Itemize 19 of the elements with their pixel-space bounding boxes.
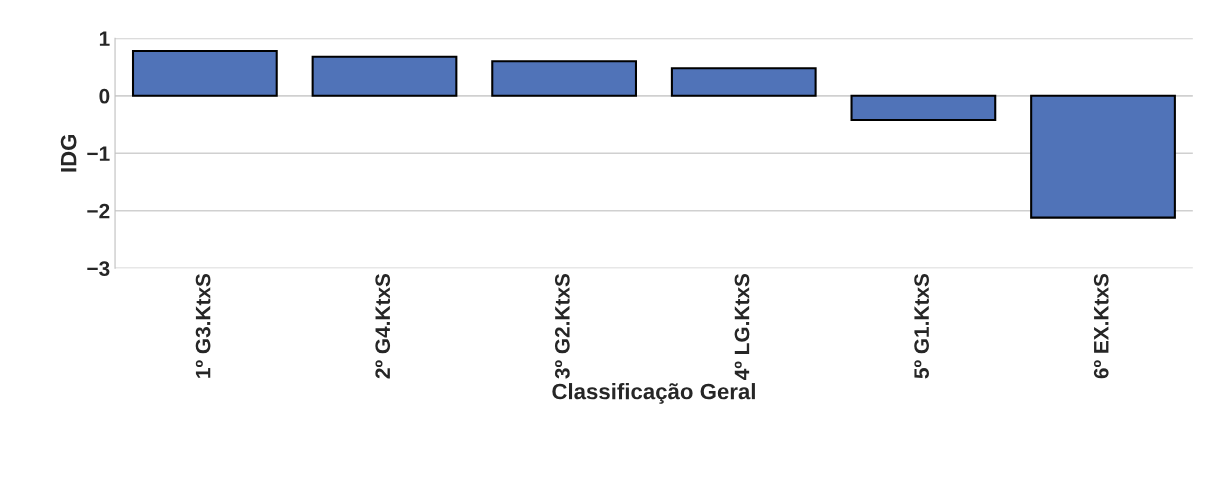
bar [491,60,638,97]
bar [670,67,817,97]
y-tick-label: 0 [99,88,110,104]
x-tick-label: 2º G4.KtxS [375,273,391,379]
bar [850,94,997,121]
y-tick-label: −1 [87,146,110,161]
x-tick-label: 3º G2.KtxS [554,273,570,379]
y-axis-title: IDG [60,134,77,172]
x-tick-label: 6º EX.KtxS [1093,273,1109,379]
y-tick-label: −3 [87,261,110,277]
y-tick-label: −2 [87,203,110,219]
y-tick-label: 1 [99,31,110,46]
bar [311,55,458,97]
x-tick-label: 1º G3.KtxS [195,273,211,378]
x-tick-label: 4º LG.KtxS [734,273,750,380]
x-tick-label: 5º G1.KtxS [914,273,929,379]
x-axis-title: Classificação Geral [552,383,755,404]
bar [1030,94,1176,219]
bar [131,49,278,97]
